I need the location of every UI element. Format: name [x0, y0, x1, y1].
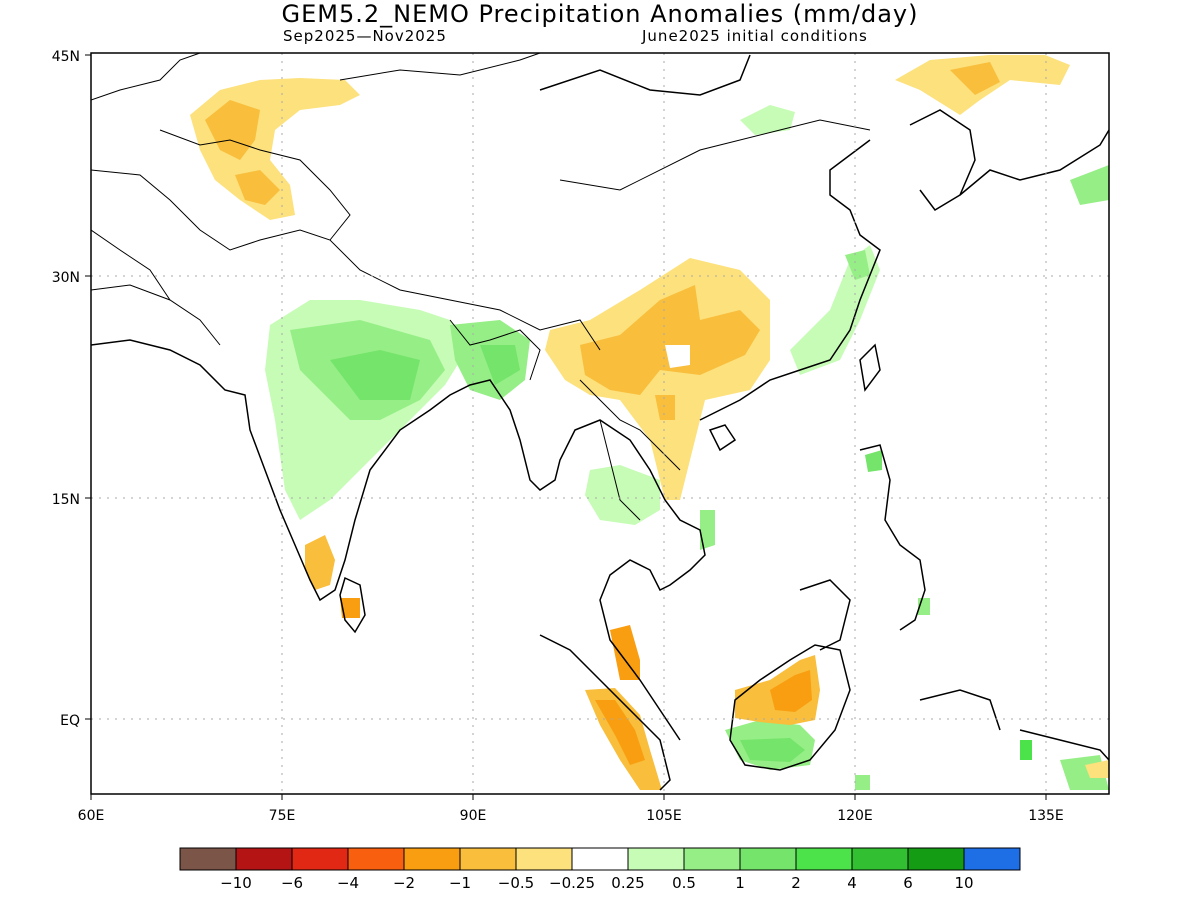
season-label: Sep2025—Nov2025	[283, 27, 447, 45]
colorbar-swatch	[403, 847, 461, 871]
x-tick-label: 105E	[646, 808, 682, 824]
graticule	[91, 53, 1109, 794]
colorbar-swatch	[683, 847, 741, 871]
colorbar-swatch	[963, 847, 1021, 871]
tick-marks	[85, 54, 1047, 800]
chart-title: GEM5.2_NEMO Precipitation Anomalies (mm/…	[281, 0, 919, 28]
x-tick-label: 75E	[269, 808, 296, 824]
colorbar-swatch	[627, 847, 685, 871]
colorbar-label: 4	[847, 874, 857, 892]
colorbar-swatch	[851, 847, 909, 871]
coastlines	[91, 54, 1109, 791]
y-tick-label: 30N	[52, 270, 80, 286]
colorbar-swatch	[235, 847, 293, 871]
colorbar-labels: −10 −6 −4 −2 −1 −0.5 −0.25 0.25 0.5 1 2 4 6 10	[220, 874, 973, 892]
colorbar-swatch	[739, 847, 797, 871]
colorbar-swatch	[179, 847, 237, 871]
y-tick-label: 15N	[52, 492, 80, 508]
dry-anomaly-korea	[895, 55, 1070, 115]
initial-conditions-label: June2025 initial conditions	[642, 27, 868, 45]
dry-anomaly-borneo	[735, 655, 1109, 778]
colorbar-swatch	[795, 847, 853, 871]
colorbar-label: −1	[449, 874, 471, 892]
wet-anomaly-borneo	[725, 450, 1109, 790]
colorbar-label: −6	[281, 874, 303, 892]
x-tick-label: 60E	[78, 808, 105, 824]
colorbar-swatch	[571, 847, 629, 871]
y-tick-label: 45N	[52, 49, 80, 65]
dry-anomaly-south-china	[545, 258, 770, 500]
anomaly-field	[190, 55, 1109, 790]
colorbar-label: 2	[791, 874, 801, 892]
wet-anomaly-china-coast	[740, 105, 1109, 375]
x-tick-label: 135E	[1028, 808, 1064, 824]
colorbar-swatches	[179, 847, 1021, 871]
dry-anomaly-sumatra-malaya	[585, 625, 662, 790]
borders	[91, 53, 871, 521]
wet-anomaly-india	[265, 300, 715, 550]
y-tick-labels: 45N 30N 15N EQ	[52, 49, 80, 729]
colorbar-label: −0.25	[549, 874, 595, 892]
map-frame	[90, 52, 1110, 795]
colorbar-label: −4	[337, 874, 359, 892]
colorbar-label: 10	[954, 874, 973, 892]
colorbar-label: 1	[735, 874, 745, 892]
x-tick-labels: 60E 75E 90E 105E 120E 135E	[78, 808, 1064, 824]
x-tick-label: 90E	[460, 808, 487, 824]
colorbar-swatch	[347, 847, 405, 871]
colorbar-label: −0.5	[498, 874, 534, 892]
colorbar-label: 6	[903, 874, 913, 892]
dry-anomaly-south-india	[305, 535, 360, 618]
colorbar-swatch	[459, 847, 517, 871]
colorbar-swatch	[515, 847, 573, 871]
y-tick-label: EQ	[60, 713, 80, 729]
colorbar-swatch	[291, 847, 349, 871]
colorbar-label: −10	[220, 874, 252, 892]
colorbar-swatch	[907, 847, 965, 871]
colorbar-label: 0.5	[672, 874, 696, 892]
colorbar-label: 0.25	[611, 874, 644, 892]
colorbar-label: −2	[393, 874, 415, 892]
x-tick-label: 120E	[837, 808, 873, 824]
